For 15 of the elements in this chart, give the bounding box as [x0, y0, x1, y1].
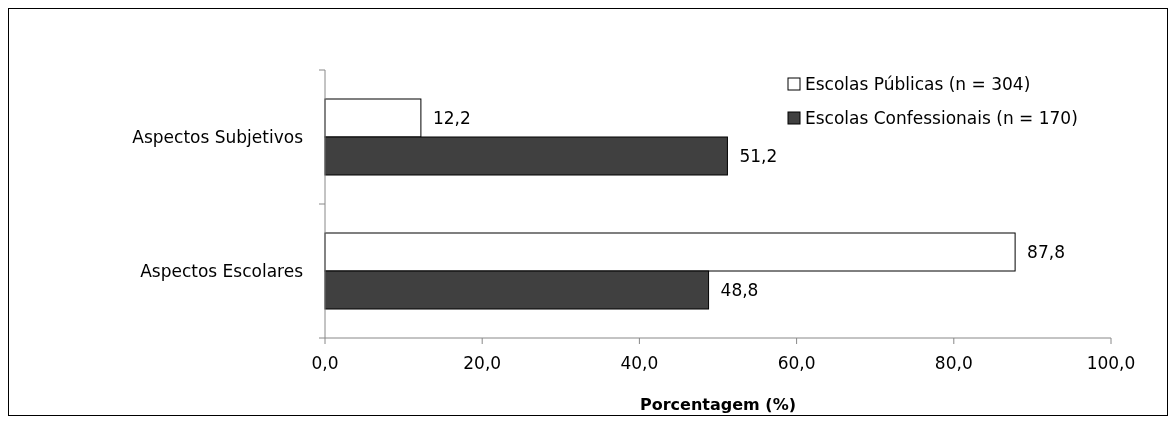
- legend-label: Escolas Confessionais (n = 170): [805, 108, 1078, 128]
- x-axis-title: Porcentagem (%): [640, 395, 796, 414]
- legend-label: Escolas Públicas (n = 304): [805, 74, 1031, 94]
- data-label: 12,2: [432, 108, 471, 128]
- x-tick-label: 0,0: [311, 353, 339, 373]
- x-tick-label: 100,0: [1086, 353, 1136, 373]
- data-label: 51,2: [739, 146, 778, 166]
- data-label: 48,8: [720, 280, 759, 300]
- y-tick-label: Aspectos Subjetivos: [132, 127, 304, 147]
- x-tick-label: 60,0: [777, 353, 816, 373]
- x-tick-label: 80,0: [934, 353, 973, 373]
- y-tick-label: Aspectos Escolares: [140, 261, 304, 281]
- x-tick-label: 40,0: [620, 353, 659, 373]
- data-label: 87,8: [1027, 242, 1065, 262]
- x-tick-label: 20,0: [463, 353, 502, 373]
